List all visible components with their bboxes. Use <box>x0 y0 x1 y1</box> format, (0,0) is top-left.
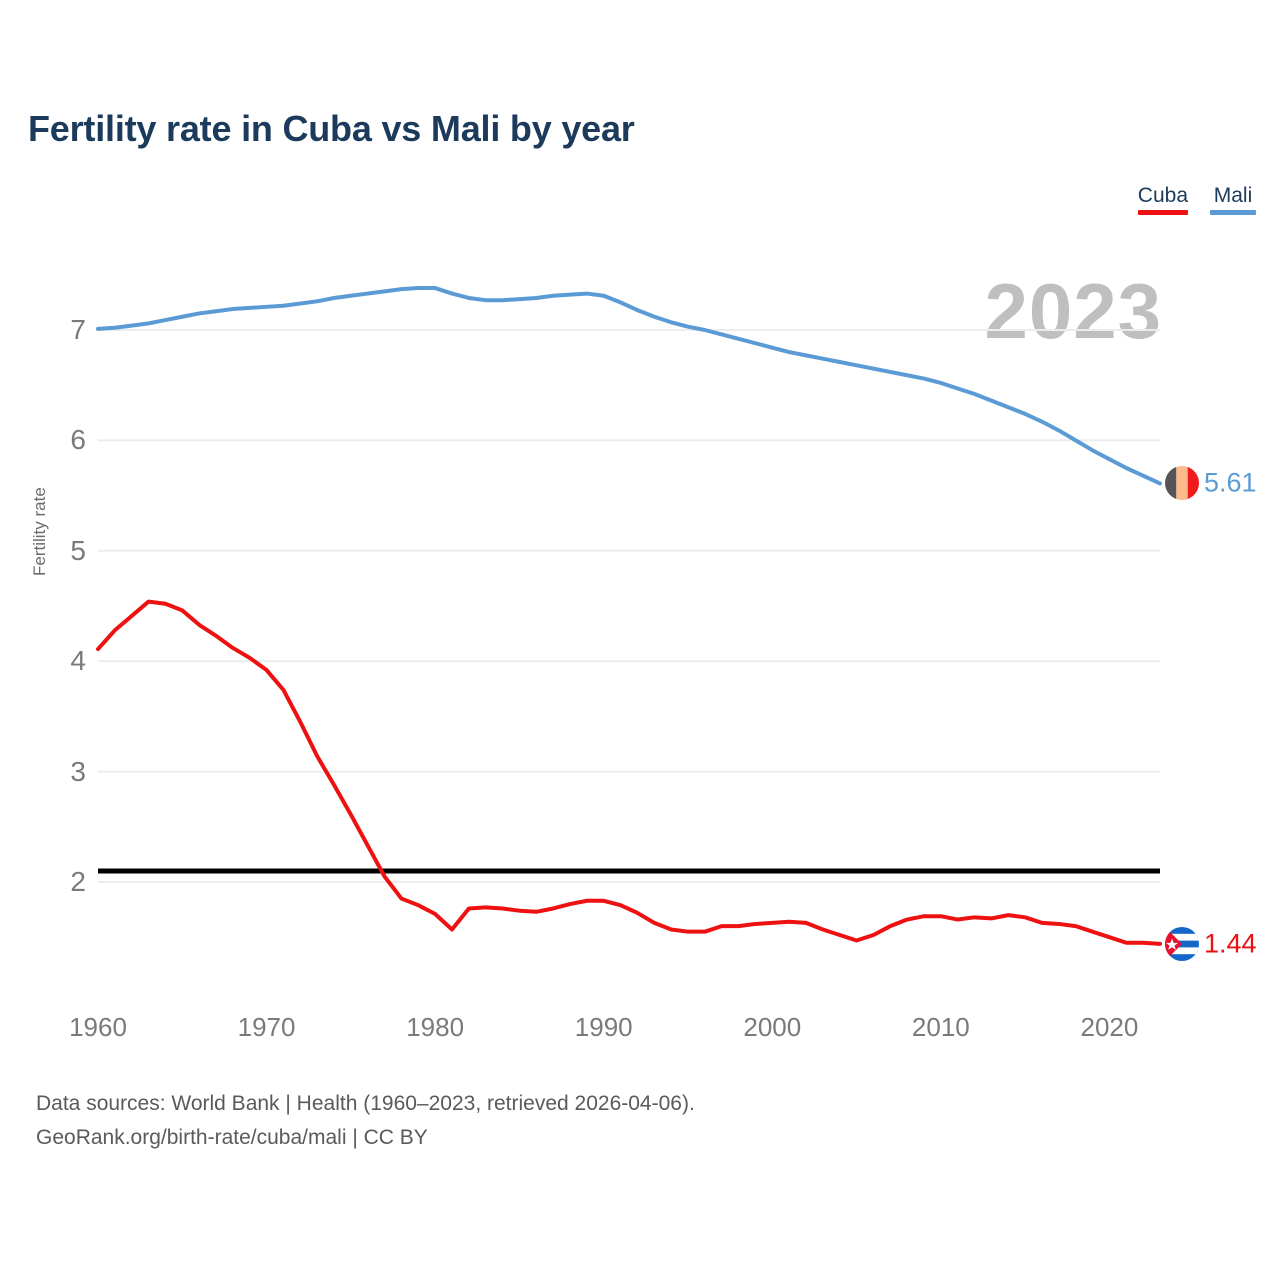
x-tick-label: 1990 <box>574 1012 633 1042</box>
legend-swatch-cuba <box>1137 210 1188 216</box>
gridlines <box>98 329 1160 883</box>
y-tick-label: 2 <box>70 866 86 897</box>
legend-swatch-mali <box>1210 210 1256 216</box>
x-tick-label: 2010 <box>911 1012 970 1042</box>
x-tick-label: 1960 <box>69 1012 127 1042</box>
series-lines <box>96 286 1162 946</box>
y-tick-label: 5 <box>70 534 86 566</box>
y-tick-label: 3 <box>70 755 86 787</box>
y-tick-label: 7 <box>70 314 86 345</box>
end-value-label-cuba: 1.44 <box>1204 928 1257 959</box>
legend-label-mali: Mali <box>1213 184 1253 207</box>
footer-line-2: GeoRank.org/birth-rate/cuba/mali | CC BY <box>36 1126 428 1150</box>
cuba-flag-icon <box>1165 926 1199 961</box>
legend-item-cuba[interactable]: Cuba <box>1137 184 1188 216</box>
year-watermark: 2023 <box>984 267 1162 355</box>
x-tick-label: 2020 <box>1080 1012 1139 1042</box>
footer-line-1: Data sources: World Bank | Health (1960–… <box>36 1092 695 1115</box>
x-tick-label: 2000 <box>743 1012 802 1042</box>
legend-item-mali[interactable]: Mali <box>1210 184 1256 216</box>
chart-legend: Cuba Mali <box>1137 184 1256 216</box>
end-value-label-mali: 5.61 <box>1204 467 1257 498</box>
y-tick-label: 4 <box>70 645 86 677</box>
mali-flag-icon <box>1165 466 1199 501</box>
y-axis-ticks: 2 3 4 5 6 7 <box>34 0 86 1280</box>
x-tick-label: 1970 <box>237 1012 296 1042</box>
page-title: Fertility rate in Cuba vs Mali by year <box>28 108 635 149</box>
series-line-cuba <box>96 599 1162 946</box>
footer-attribution: Data sources: World Bank | Health (1960–… <box>36 1087 695 1155</box>
x-tick-label: 1980 <box>406 1012 465 1042</box>
y-tick-label: 6 <box>70 424 86 456</box>
legend-label-cuba: Cuba <box>1137 184 1188 207</box>
